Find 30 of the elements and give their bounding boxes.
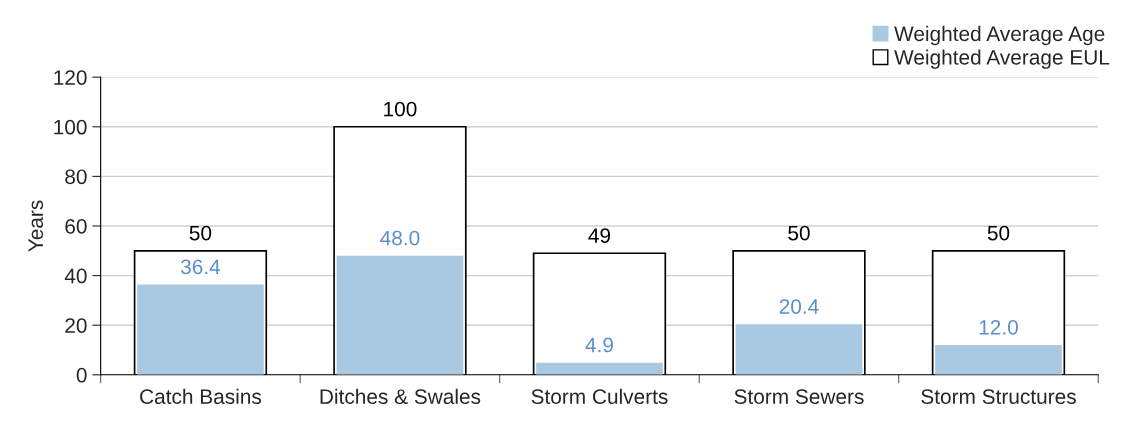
- data-label: 50: [788, 225, 810, 241]
- data-label: 50: [189, 225, 212, 241]
- y-tick-label: 100: [54, 119, 87, 135]
- y-tick-label: 80: [65, 169, 87, 185]
- data-label: 100: [384, 101, 417, 117]
- data-label: 49: [588, 228, 611, 243]
- y-tick-label: 20: [65, 318, 87, 333]
- x-tick-label: Catch Basins: [140, 388, 262, 405]
- y-axis-title: Years: [28, 200, 44, 252]
- data-label: 50: [987, 225, 1010, 241]
- data-label: 4.9: [585, 337, 613, 353]
- y-tick-label: 40: [64, 268, 87, 284]
- legend-label: Weighted Average EUL: [894, 49, 1110, 69]
- bar: [735, 324, 863, 375]
- bar: [536, 362, 663, 375]
- y-tick-label: 0: [76, 367, 87, 383]
- y-tick-label: 120: [54, 70, 87, 85]
- bar: [336, 255, 464, 375]
- x-tick-label: Storm Structures: [921, 389, 1076, 405]
- legend-label: Weighted Average Age: [894, 25, 1105, 46]
- x-tick-label: Storm Sewers: [734, 389, 864, 405]
- bar: [137, 284, 264, 375]
- x-tick-label: Ditches & Swales: [320, 388, 481, 405]
- data-label: 36.4: [180, 259, 221, 275]
- y-tick-label: 60: [65, 218, 87, 234]
- data-label: 20.4: [779, 299, 819, 314]
- bar: [935, 345, 1062, 375]
- data-label: 48.0: [380, 230, 420, 246]
- x-tick-label: Storm Culverts: [531, 388, 668, 405]
- data-label: 12.0: [979, 319, 1018, 335]
